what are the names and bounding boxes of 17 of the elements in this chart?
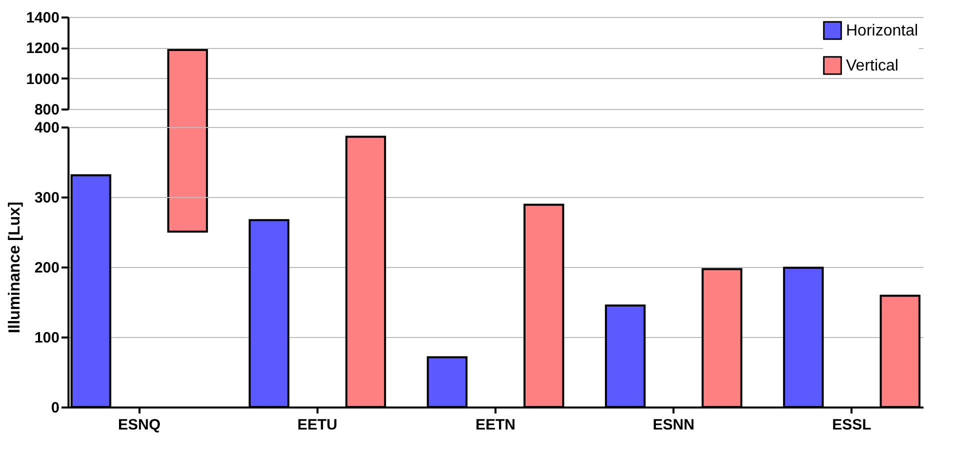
- y-tick-label: 200: [34, 260, 60, 276]
- y-axis-title: Illuminance [Lux]: [6, 202, 24, 334]
- x-tick-label: ESSL: [832, 416, 872, 434]
- x-tick-label: ESNQ: [118, 416, 161, 434]
- y-tick-label: 100: [34, 330, 60, 346]
- y-tick-label: 1200: [26, 40, 60, 58]
- y-tick-label: 400: [34, 120, 60, 136]
- x-tick-label: ESNN: [652, 416, 694, 434]
- legend-label: Vertical: [846, 58, 898, 74]
- y-tick-label: 1000: [26, 70, 60, 88]
- x-tick-label: EETU: [297, 416, 338, 434]
- y-tick-label: 1400: [26, 10, 60, 26]
- x-tick-label: EETN: [475, 416, 516, 434]
- y-tick-label: 300: [34, 190, 60, 206]
- legend-label: Horizontal: [846, 22, 918, 40]
- y-tick-label: 0: [51, 400, 60, 416]
- y-tick-label: 800: [34, 102, 60, 118]
